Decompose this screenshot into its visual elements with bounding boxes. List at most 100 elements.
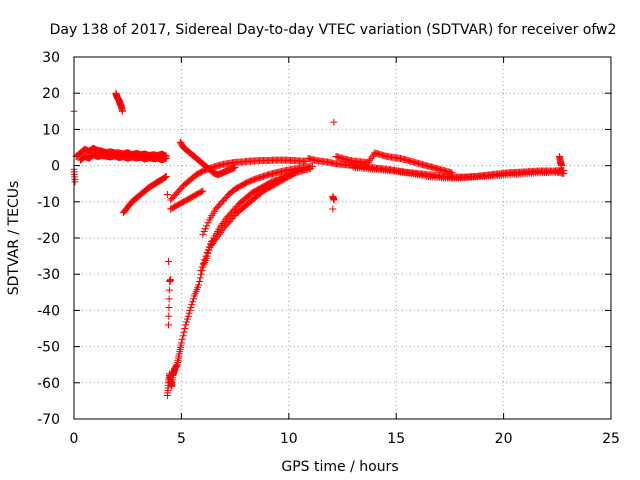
data-point xyxy=(187,304,195,312)
data-point xyxy=(162,172,170,180)
series-arc-rising-2 xyxy=(167,187,207,213)
y-tick-label: 0 xyxy=(51,159,60,175)
data-point xyxy=(213,234,221,242)
series-arc-flat-early-lower xyxy=(76,151,170,164)
data-point xyxy=(165,312,173,320)
data-point xyxy=(204,246,212,254)
y-tick-label: -20 xyxy=(37,231,60,247)
grid-lines xyxy=(74,57,611,419)
data-point xyxy=(195,277,203,285)
x-axis-label: GPS time / hours xyxy=(281,459,398,475)
data-point xyxy=(216,229,224,237)
y-tick-label: 20 xyxy=(42,86,60,102)
data-point xyxy=(179,332,187,340)
data-point xyxy=(306,164,314,172)
series-arc-spikes xyxy=(163,191,175,329)
data-point xyxy=(165,304,173,312)
data-point xyxy=(329,205,337,213)
series-arc-high-descend xyxy=(112,89,126,115)
x-tick-label: 5 xyxy=(177,431,186,447)
data-point xyxy=(558,162,566,170)
data-point xyxy=(163,191,171,199)
data-point xyxy=(182,321,190,329)
data-point xyxy=(330,118,338,126)
data-point xyxy=(161,174,169,182)
data-point xyxy=(71,178,79,186)
data-point xyxy=(201,225,209,233)
data-point xyxy=(165,295,173,303)
data-point xyxy=(214,232,222,240)
series-arc-flat-5-7 xyxy=(176,138,239,179)
data-point xyxy=(195,281,203,289)
y-tick-label: -70 xyxy=(37,412,60,428)
data-points xyxy=(70,89,568,399)
data-point xyxy=(162,173,170,181)
data-point xyxy=(186,306,194,314)
data-point xyxy=(185,309,193,317)
tick-labels: 0 5 10 15 20 25 -70 -60 -50 -40 -30 -20 -10 0 10 20 30 xyxy=(37,50,620,447)
data-point xyxy=(178,335,186,343)
data-point xyxy=(184,312,192,320)
data-point xyxy=(200,227,208,235)
y-tick-label: -60 xyxy=(37,376,60,392)
y-tick-label: -30 xyxy=(37,267,60,283)
y-tick-label: -40 xyxy=(37,303,60,319)
data-point xyxy=(183,315,191,323)
series-arc-afternoon-lower xyxy=(349,163,568,182)
y-axis-label: SDTVAR / TECUs xyxy=(6,181,22,296)
data-point xyxy=(209,239,217,247)
data-point xyxy=(199,259,207,267)
chart-title: Day 138 of 2017, Sidereal Day-to-day VTE… xyxy=(50,22,617,38)
y-tick-label: 10 xyxy=(42,122,60,138)
data-point xyxy=(189,298,197,306)
data-point xyxy=(218,227,226,235)
data-point xyxy=(167,276,175,284)
data-point xyxy=(165,286,173,294)
data-point xyxy=(203,222,211,230)
x-tick-label: 25 xyxy=(602,431,620,447)
series-arc-afternoon-upper xyxy=(332,149,456,177)
y-tick-label: 30 xyxy=(42,50,60,66)
data-point xyxy=(197,267,205,275)
series-arc-end-spike xyxy=(555,153,566,170)
x-tick-label: 0 xyxy=(70,431,79,447)
data-point xyxy=(210,238,218,246)
series-arc-rising-1 xyxy=(119,172,170,217)
data-point xyxy=(202,252,210,260)
data-point xyxy=(330,196,338,204)
data-point xyxy=(198,188,206,196)
data-point xyxy=(231,163,239,171)
data-point xyxy=(188,301,196,309)
x-tick-label: 10 xyxy=(280,431,298,447)
plot-frame xyxy=(73,56,612,420)
data-point xyxy=(189,295,197,303)
data-point xyxy=(198,263,206,271)
data-point xyxy=(291,169,299,177)
data-point xyxy=(162,154,170,162)
data-point xyxy=(165,321,173,329)
data-point xyxy=(207,241,215,249)
data-point xyxy=(560,170,568,178)
series-arc-deep-dip xyxy=(163,238,215,399)
data-point xyxy=(165,258,173,266)
data-point xyxy=(196,274,204,282)
series-arc-recover-3 xyxy=(207,169,299,249)
data-point xyxy=(201,256,209,264)
data-point xyxy=(199,230,207,238)
data-point xyxy=(177,339,185,347)
data-point xyxy=(290,170,298,178)
x-tick-label: 20 xyxy=(495,431,513,447)
y-tick-label: -50 xyxy=(37,340,60,356)
data-point xyxy=(203,248,211,256)
data-point xyxy=(199,187,207,195)
data-point xyxy=(211,236,219,244)
data-point xyxy=(181,325,189,332)
data-point xyxy=(118,107,126,115)
data-point xyxy=(183,318,191,326)
data-point xyxy=(204,219,212,227)
data-point xyxy=(215,230,223,238)
data-point xyxy=(206,243,214,251)
data-point xyxy=(180,328,188,336)
